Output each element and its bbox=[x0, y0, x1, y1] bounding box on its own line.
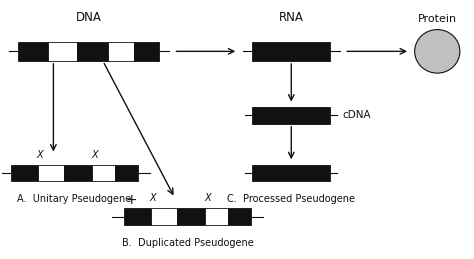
Bar bbox=[177, 208, 205, 225]
Bar bbox=[252, 165, 330, 181]
Bar bbox=[48, 42, 77, 61]
Bar bbox=[252, 107, 330, 124]
Text: X: X bbox=[37, 150, 43, 160]
Text: +: + bbox=[125, 193, 137, 207]
Bar bbox=[228, 208, 251, 225]
Bar bbox=[64, 165, 92, 181]
Bar bbox=[134, 42, 159, 61]
Bar bbox=[92, 165, 115, 181]
Bar bbox=[18, 42, 48, 61]
Bar bbox=[252, 42, 330, 61]
Bar bbox=[205, 208, 228, 225]
Text: DNA: DNA bbox=[76, 11, 101, 24]
Text: cDNA: cDNA bbox=[342, 110, 371, 120]
Text: X: X bbox=[204, 193, 211, 203]
Bar bbox=[115, 165, 138, 181]
Text: C.  Processed Pseudogene: C. Processed Pseudogene bbox=[227, 194, 355, 204]
Bar bbox=[151, 208, 177, 225]
Text: B.  Duplicated Pseudogene: B. Duplicated Pseudogene bbox=[122, 238, 254, 248]
Bar bbox=[124, 208, 151, 225]
Text: A.  Unitary Pseudogene: A. Unitary Pseudogene bbox=[18, 194, 132, 204]
Text: Protein: Protein bbox=[418, 15, 457, 24]
Bar bbox=[11, 165, 38, 181]
Bar bbox=[77, 42, 109, 61]
Ellipse shape bbox=[415, 30, 460, 73]
Bar bbox=[38, 165, 64, 181]
Text: X: X bbox=[91, 150, 98, 160]
Bar bbox=[109, 42, 134, 61]
Text: X: X bbox=[150, 193, 156, 203]
Text: RNA: RNA bbox=[279, 11, 304, 24]
